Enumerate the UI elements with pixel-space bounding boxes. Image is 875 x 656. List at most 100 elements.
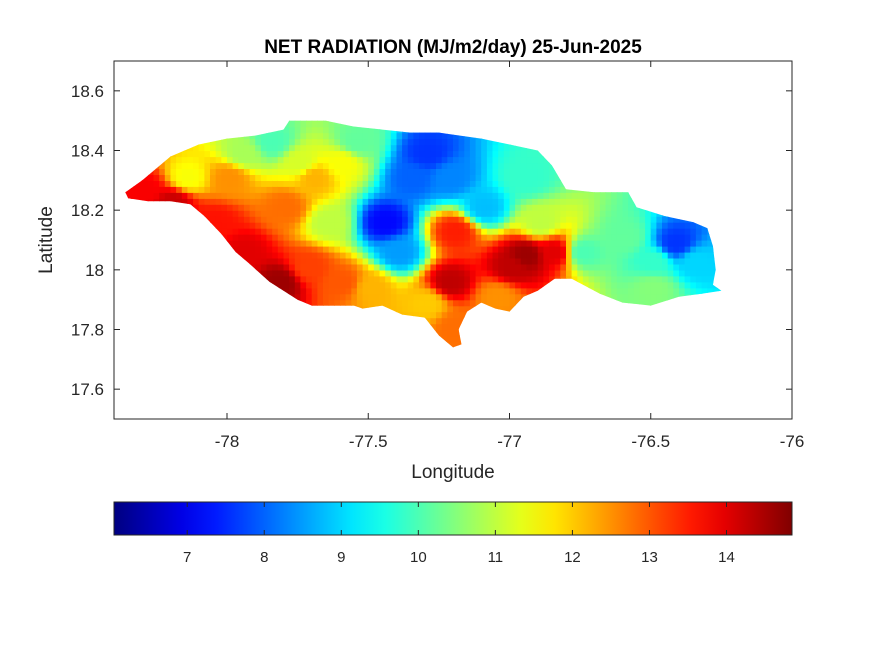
field-cell [616, 222, 623, 229]
field-cell [266, 228, 273, 235]
field-cell [323, 246, 330, 253]
field-cell [469, 162, 477, 169]
field-cell [430, 257, 437, 265]
field-cell [481, 240, 488, 247]
field-cell [656, 240, 663, 247]
field-cell [277, 275, 284, 283]
field-cell [289, 234, 296, 241]
field-cell [345, 234, 352, 241]
field-cell [633, 240, 640, 247]
field-cell [362, 186, 369, 193]
field-cell [549, 269, 556, 277]
field-cell [605, 240, 612, 247]
field-cell [272, 144, 279, 152]
field-cell [379, 192, 386, 199]
field-cell [486, 150, 494, 158]
field-cell [684, 228, 691, 235]
field-cell [599, 287, 607, 295]
field-cell [441, 180, 448, 187]
field-cell [362, 174, 369, 181]
field-cell [317, 240, 324, 247]
field-cell [351, 257, 358, 265]
field-cell [373, 240, 381, 247]
field-cell [362, 132, 369, 140]
field-cell [356, 210, 364, 217]
field-cell [690, 257, 697, 265]
field-cell [441, 192, 448, 199]
field-cell [289, 120, 296, 128]
field-cell [317, 168, 324, 175]
field-cell [582, 263, 590, 271]
field-cell [498, 168, 505, 175]
field-cell [221, 144, 228, 152]
field-cell [662, 257, 669, 265]
field-cell [453, 323, 460, 331]
field-cell [526, 210, 533, 217]
field-cell [373, 150, 381, 158]
field-cell [396, 162, 403, 169]
field-cell [277, 138, 284, 146]
field-cell [356, 168, 364, 175]
field-cell [436, 180, 443, 187]
field-cell [402, 132, 409, 140]
field-cell [430, 240, 437, 247]
field-cell [300, 186, 307, 193]
field-cell [430, 269, 437, 277]
field-cell [356, 156, 364, 164]
field-cell [673, 216, 680, 223]
field-cell [690, 281, 697, 289]
field-cell [447, 162, 454, 169]
field-cell [340, 198, 347, 205]
field-cell [255, 132, 262, 140]
field-cell [628, 246, 635, 253]
field-cell [340, 138, 347, 146]
field-cell [599, 257, 607, 265]
field-cell [356, 263, 364, 271]
field-cell [453, 168, 460, 175]
field-cell [549, 251, 556, 259]
field-cell [424, 216, 431, 223]
field-cell [334, 234, 341, 241]
field-cell [283, 192, 290, 199]
field-cell [605, 257, 612, 265]
field-cell [515, 180, 522, 187]
field-cell [283, 257, 290, 265]
field-cell [407, 251, 414, 259]
field-cell [227, 228, 234, 235]
field-cell [684, 240, 691, 247]
field-cell [441, 162, 448, 169]
field-cell [289, 174, 296, 181]
colorbar-tick-label: 9 [337, 549, 345, 566]
field-cell [328, 162, 335, 169]
field-cell [300, 132, 307, 140]
field-cell [453, 162, 460, 169]
field-cell [181, 192, 188, 199]
field-cell [215, 186, 222, 193]
field-cell [464, 138, 471, 146]
field-cell [232, 174, 239, 181]
field-cell [464, 186, 471, 193]
field-cell [639, 210, 646, 217]
field-cell [469, 281, 477, 289]
field-cell [317, 198, 324, 205]
field-cell [362, 126, 369, 134]
field-cell [317, 156, 324, 164]
field-cell [323, 263, 330, 271]
field-cell [328, 263, 335, 271]
field-cell [294, 281, 301, 289]
field-cell [424, 287, 431, 295]
field-cell [159, 168, 166, 175]
field-cell [272, 222, 279, 229]
field-cell [645, 287, 652, 295]
field-cell [368, 132, 375, 140]
field-cell [379, 198, 386, 205]
field-cell [633, 281, 640, 289]
field-cell [577, 246, 584, 253]
field-cell [509, 263, 516, 271]
field-cell [424, 269, 431, 277]
field-cell [260, 198, 268, 205]
field-cell [249, 180, 256, 187]
field-cell [633, 263, 640, 271]
field-cell [475, 180, 482, 187]
field-cell [532, 156, 539, 164]
